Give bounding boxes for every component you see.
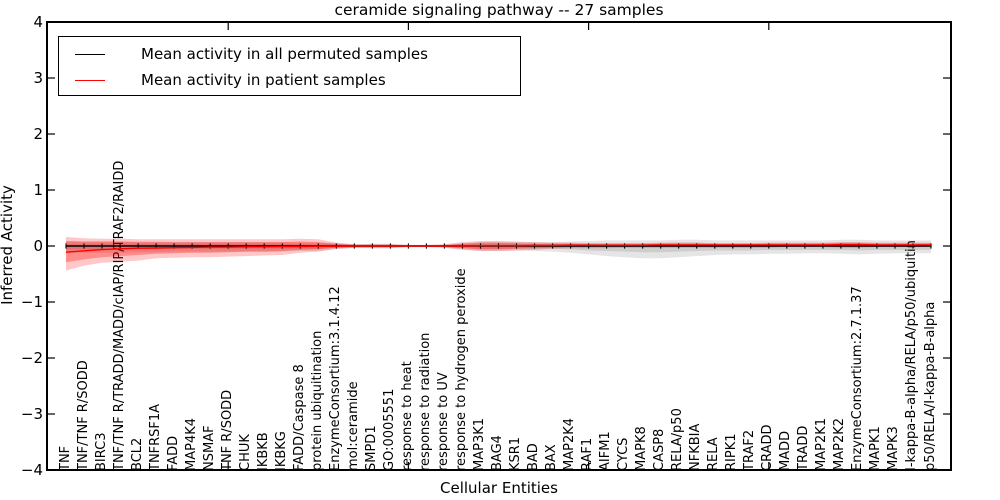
y-tick-label: −4 bbox=[20, 461, 43, 479]
x-axis-label: Cellular Entities bbox=[440, 479, 558, 497]
chart-title: ceramide signaling pathway -- 27 samples bbox=[334, 1, 664, 19]
legend-label-patient: Mean activity in patient samples bbox=[141, 71, 386, 89]
series-line bbox=[65, 243, 931, 253]
y-tick-label: 4 bbox=[33, 13, 43, 31]
legend-row-permuted: Mean activity in all permuted samples bbox=[59, 41, 520, 67]
y-tick-label: 3 bbox=[33, 69, 43, 87]
legend-row-patient: Mean activity in patient samples bbox=[59, 67, 520, 93]
y-tick-label: 2 bbox=[33, 125, 43, 143]
legend: Mean activity in all permuted samples Me… bbox=[58, 36, 521, 96]
y-tick-label: −1 bbox=[20, 293, 43, 311]
y-tick-label: −2 bbox=[20, 349, 43, 367]
patient-line-swatch bbox=[75, 79, 105, 81]
legend-label-permuted: Mean activity in all permuted samples bbox=[141, 45, 428, 63]
permuted-line-swatch bbox=[75, 53, 105, 55]
y-tick-label: 0 bbox=[33, 237, 43, 255]
y-tick-label: 1 bbox=[33, 181, 43, 199]
y-tick-label: −3 bbox=[20, 405, 43, 423]
